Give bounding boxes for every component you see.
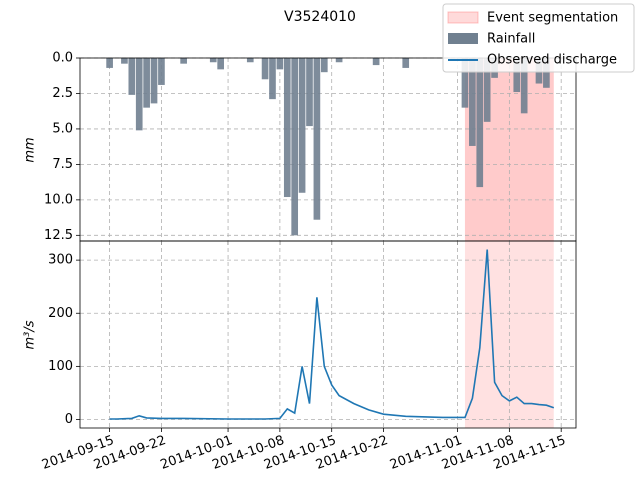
bar [283, 58, 291, 198]
line [109, 249, 555, 420]
bar [128, 58, 136, 95]
y-tick-label: 7.5 [52, 157, 73, 172]
y-tick-label: 0.0 [52, 51, 73, 66]
legend-label: Observed discharge [487, 53, 617, 68]
legend: Event segmentation Rainfall Observed disch… [442, 3, 635, 73]
y-tick-label: 0 [65, 412, 73, 427]
chart-title: V3524010 [284, 9, 356, 25]
bar [180, 58, 187, 64]
bar [402, 58, 410, 68]
bar [143, 58, 150, 108]
y-tick-label: 200 [48, 306, 73, 321]
bar [298, 58, 306, 193]
bar [158, 58, 165, 85]
legend-label: Rainfall [487, 32, 535, 47]
bar [543, 58, 550, 88]
bar [291, 58, 299, 236]
bar [513, 58, 521, 93]
bar [461, 58, 469, 108]
legend-swatch [448, 33, 478, 44]
bar [306, 58, 313, 127]
bar [469, 58, 476, 146]
bar [313, 58, 321, 220]
bar [261, 58, 269, 80]
bar [246, 58, 254, 63]
y-tick-label: 300 [48, 253, 73, 268]
y-axis-label: mm [23, 137, 38, 162]
bar [276, 58, 284, 70]
bar [150, 58, 158, 104]
bar [320, 58, 328, 73]
y-tick-label: 100 [48, 359, 73, 374]
y-tick-label: 5.0 [52, 121, 73, 136]
y-tick-label: 10.0 [44, 192, 73, 207]
bar [269, 58, 276, 100]
bar [483, 58, 491, 122]
bar [209, 58, 217, 63]
legend-swatch [447, 11, 479, 24]
bar [217, 58, 224, 70]
y-axis-label: m³/s [23, 320, 38, 349]
axes-frame [79, 240, 577, 429]
bar [476, 58, 484, 188]
bar [372, 58, 380, 66]
legend-box [442, 3, 635, 73]
bar [520, 58, 528, 114]
bar [335, 58, 343, 63]
bar [135, 58, 143, 131]
bar [106, 58, 113, 68]
y-tick-label: 2.5 [52, 86, 73, 101]
y-tick-label: 12.5 [44, 228, 73, 243]
legend-label: Event segmentation [487, 11, 618, 26]
bar [121, 58, 128, 64]
